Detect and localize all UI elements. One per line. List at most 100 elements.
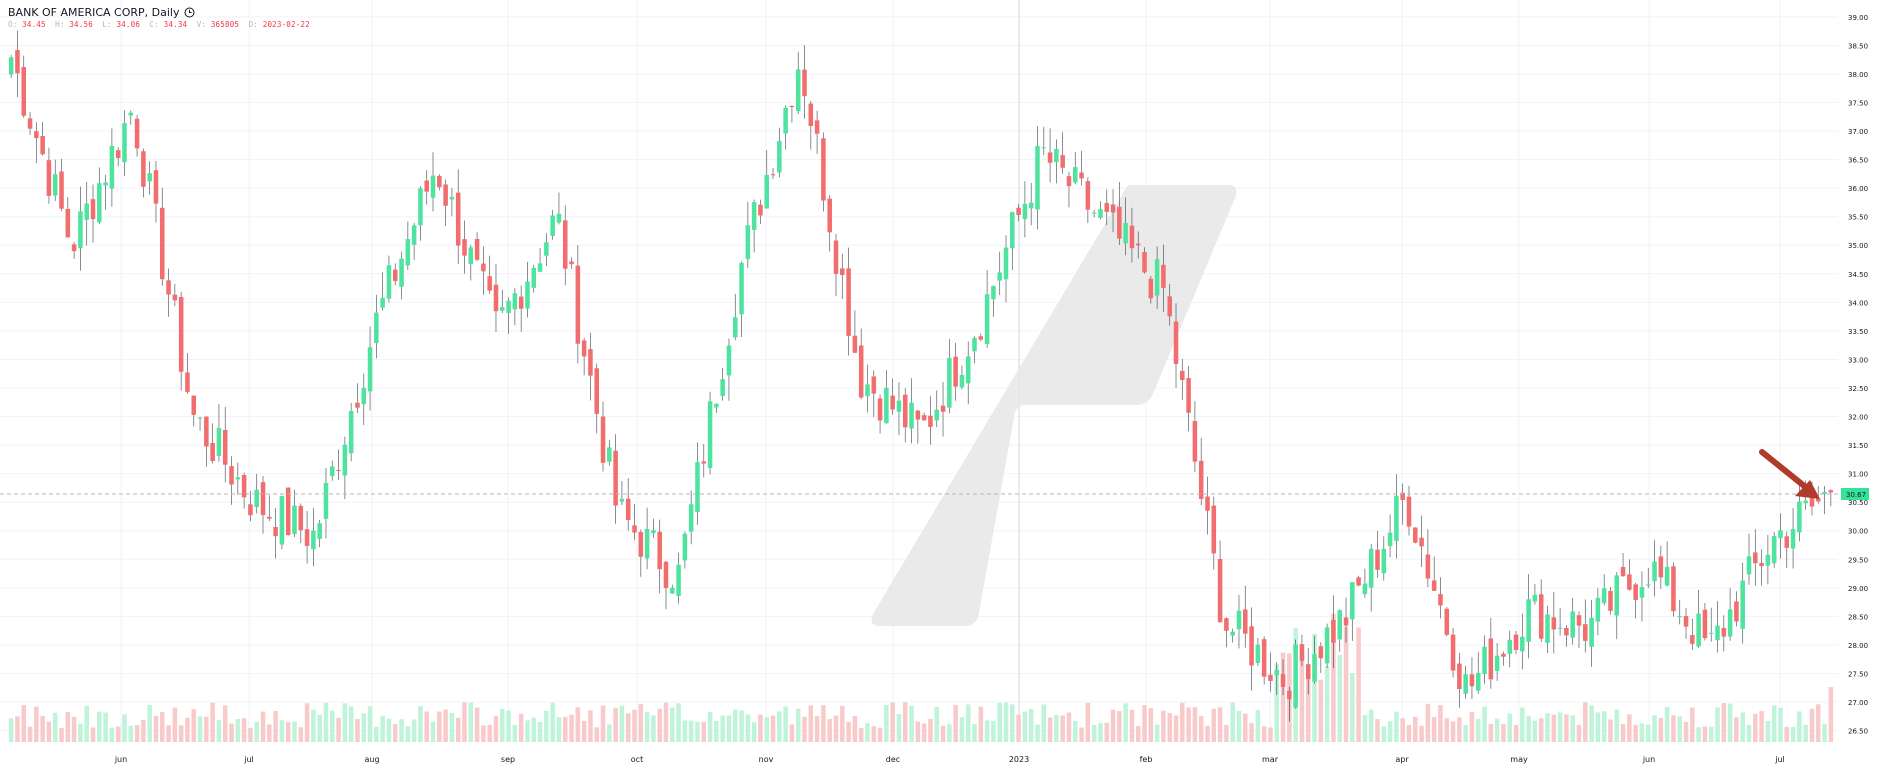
volume-bar bbox=[97, 711, 102, 742]
candle-body bbox=[443, 184, 448, 206]
candle-body bbox=[71, 244, 77, 252]
annotation: 30.67 bbox=[0, 449, 1869, 500]
candle-body bbox=[569, 261, 574, 265]
candle-body bbox=[1318, 646, 1324, 659]
volume-bar bbox=[1759, 711, 1764, 742]
close-value: 34.34 bbox=[163, 20, 188, 29]
candle-body bbox=[1633, 584, 1638, 600]
candle-body bbox=[1658, 556, 1664, 578]
volume-bar bbox=[896, 714, 902, 742]
candle-body bbox=[147, 173, 152, 182]
price-tick-label: 35.50 bbox=[1848, 214, 1868, 222]
candle-body bbox=[758, 204, 763, 216]
volume-bar bbox=[676, 703, 681, 742]
volume-bar bbox=[1564, 714, 1569, 742]
time-tick-label: mar bbox=[1262, 755, 1279, 764]
time-axis: jun jul aug sep oct nov dec 2023 feb mar apr may jun… bbox=[114, 755, 1785, 764]
volume-bar bbox=[1394, 711, 1399, 742]
volume-bar bbox=[852, 716, 858, 742]
price-tick-label: 34.00 bbox=[1848, 299, 1868, 307]
volume-bar bbox=[1501, 724, 1506, 742]
price-tick-label: 34.50 bbox=[1848, 271, 1868, 279]
candle-body bbox=[84, 203, 89, 220]
candle-body bbox=[40, 136, 45, 155]
candle-body bbox=[795, 69, 801, 112]
candle-body bbox=[550, 215, 555, 236]
candle-body bbox=[953, 356, 958, 387]
volume-bar bbox=[877, 727, 883, 742]
volume-bar bbox=[1545, 713, 1550, 742]
price-tick-label: 30.00 bbox=[1848, 528, 1868, 536]
candle-body bbox=[468, 247, 474, 265]
candle-body bbox=[1047, 152, 1053, 163]
candle-body bbox=[185, 372, 190, 392]
volume-bar bbox=[241, 718, 247, 742]
candle-body bbox=[1268, 674, 1273, 681]
volume-bar bbox=[997, 702, 1002, 742]
volume-bar bbox=[1557, 712, 1563, 742]
volume-bar bbox=[1331, 613, 1336, 742]
candle-body bbox=[770, 174, 776, 176]
volume-bar bbox=[1186, 707, 1191, 742]
candle-body bbox=[172, 294, 178, 301]
volume-bar bbox=[449, 713, 455, 742]
candle-body bbox=[1595, 597, 1601, 622]
volume-bar bbox=[707, 711, 713, 742]
candle-body bbox=[1469, 674, 1475, 687]
candle-body bbox=[1740, 580, 1745, 629]
volume-bar bbox=[323, 702, 329, 742]
candle-body bbox=[122, 123, 127, 163]
volume-bar bbox=[1161, 710, 1166, 742]
candle-body bbox=[947, 358, 952, 408]
clock-icon[interactable] bbox=[184, 7, 195, 18]
candle-body bbox=[166, 280, 171, 295]
candle-body bbox=[663, 561, 669, 589]
candle-body bbox=[1627, 574, 1632, 590]
volume-bar bbox=[210, 702, 215, 742]
candle-body bbox=[273, 527, 278, 537]
price-tick-label: 33.00 bbox=[1848, 356, 1868, 364]
candle-body bbox=[594, 368, 599, 414]
volume-bar bbox=[8, 718, 14, 742]
volume-bar bbox=[1639, 723, 1645, 742]
candle-body bbox=[1110, 204, 1116, 213]
volume-bar bbox=[1413, 716, 1418, 742]
candle-body bbox=[1815, 498, 1821, 502]
volume-bar bbox=[71, 716, 77, 742]
volume-bar bbox=[27, 726, 33, 742]
volume-bar bbox=[197, 716, 203, 742]
volume-bar bbox=[304, 703, 310, 742]
volume-bar bbox=[1211, 708, 1217, 742]
candle-body bbox=[1715, 625, 1720, 641]
candle-body bbox=[1217, 559, 1223, 623]
candle-body bbox=[336, 469, 341, 472]
candle-body bbox=[46, 160, 52, 196]
candle-body bbox=[657, 531, 662, 570]
volume-bar bbox=[1085, 702, 1091, 742]
volume-bar bbox=[317, 714, 322, 742]
volume-bar bbox=[336, 717, 341, 742]
volume-bar bbox=[84, 705, 89, 742]
volume-bar bbox=[235, 719, 241, 742]
candle-body bbox=[840, 268, 845, 276]
volume-value: 365805 bbox=[210, 20, 240, 29]
volume-bar bbox=[1513, 724, 1519, 742]
volume-bar bbox=[1387, 721, 1393, 742]
volume-bar bbox=[147, 704, 152, 742]
candle-body bbox=[178, 296, 184, 372]
volume-bar bbox=[1444, 718, 1450, 742]
volume-bar bbox=[222, 705, 228, 742]
candle-body bbox=[330, 466, 335, 477]
volume-bar bbox=[909, 705, 914, 742]
volume-bar bbox=[254, 721, 259, 742]
candle-body bbox=[153, 170, 159, 204]
volume-bar bbox=[1299, 656, 1305, 742]
candle-body bbox=[518, 296, 524, 309]
volume-bar bbox=[298, 727, 304, 742]
price-tick-label: 38.50 bbox=[1848, 42, 1868, 50]
candle-body bbox=[1003, 247, 1009, 280]
candle-body bbox=[1243, 609, 1248, 634]
volume-bar bbox=[405, 726, 411, 742]
